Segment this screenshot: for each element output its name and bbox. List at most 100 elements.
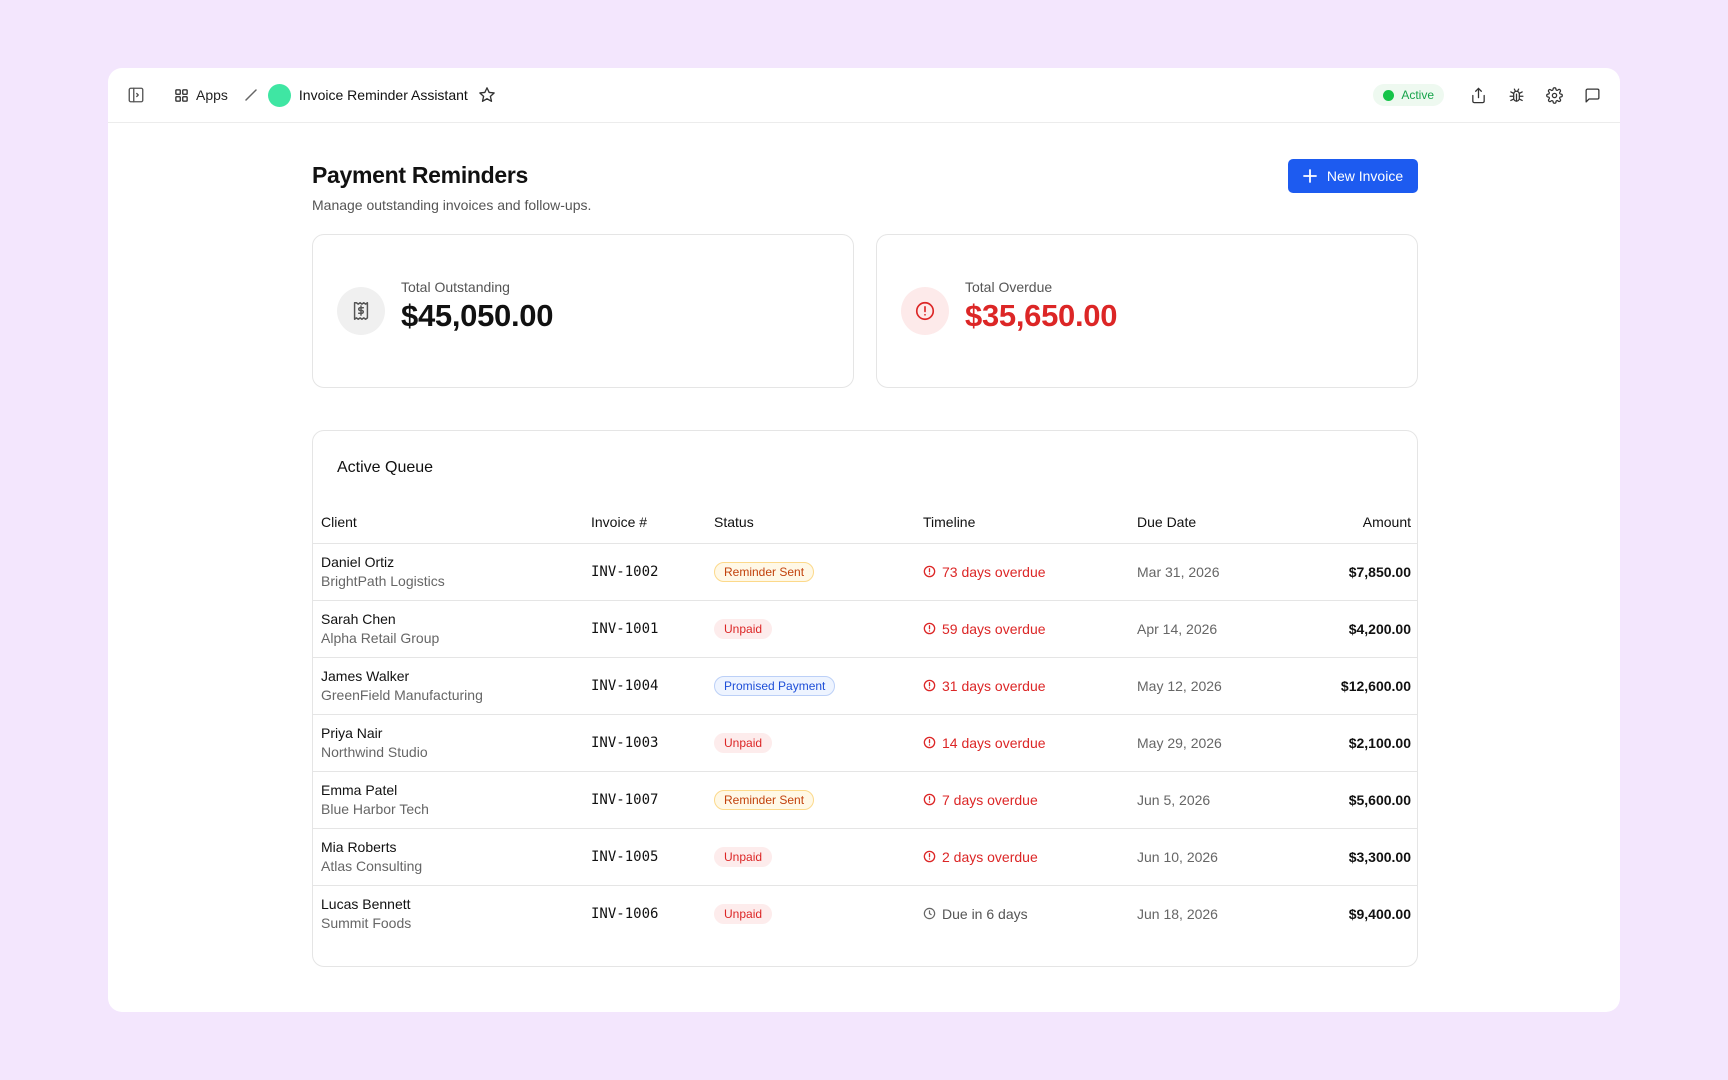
invoice-number: INV-1003	[591, 735, 659, 751]
due-date-cell: Apr 14, 2026	[1129, 600, 1289, 658]
alert-circle-icon	[923, 679, 936, 692]
client-cell: Lucas Bennett Summit Foods	[313, 885, 583, 942]
status-badge: Unpaid	[714, 903, 773, 924]
clock-icon	[923, 907, 936, 920]
table-row[interactable]: James Walker GreenField Manufacturing IN…	[313, 657, 1417, 715]
invoice-number: INV-1001	[591, 621, 659, 637]
amount-cell: $12,600.00	[1289, 657, 1417, 715]
table-header-row: Client Invoice # Status Timeline Due Dat…	[313, 501, 1417, 544]
status-cell: Promised Payment	[706, 657, 915, 715]
amount: $4,200.00	[1348, 620, 1411, 637]
client-name: Priya Nair	[321, 725, 383, 741]
invoice-number: INV-1005	[591, 849, 659, 865]
share-icon[interactable]	[1466, 83, 1490, 107]
invoice-number: INV-1004	[591, 678, 659, 694]
table-row[interactable]: Mia Roberts Atlas Consulting INV-1005 Un…	[313, 828, 1417, 886]
client-name: Lucas Bennett	[321, 896, 411, 913]
due-date-cell: Jun 10, 2026	[1129, 828, 1289, 886]
amount: $7,850.00	[1348, 563, 1411, 580]
due-date-cell: Jun 18, 2026	[1129, 885, 1289, 942]
due-date: Jun 5, 2026	[1137, 791, 1211, 808]
timeline-label: 73 days overdue	[942, 563, 1046, 580]
invoice-cell: INV-1003	[583, 714, 706, 772]
total-outstanding-label: Total Outstanding	[401, 278, 510, 295]
client-name: Daniel Ortiz	[321, 554, 395, 570]
dollar-receipt-icon	[337, 287, 385, 335]
total-overdue-value: $35,650.00	[965, 297, 1118, 333]
table-row[interactable]: Sarah Chen Alpha Retail Group INV-1001 U…	[313, 600, 1417, 658]
bug-icon[interactable]	[1504, 83, 1528, 107]
timeline-cell: 7 days overdue	[915, 771, 1129, 829]
column-header-timeline[interactable]: Timeline	[915, 501, 1129, 544]
due-date: Mar 31, 2026	[1137, 563, 1220, 580]
amount: $2,100.00	[1348, 734, 1411, 751]
column-header-amount[interactable]: Amount	[1289, 501, 1417, 544]
status-badge: Promised Payment	[714, 675, 836, 696]
alert-circle-icon	[901, 287, 949, 335]
due-date: Jun 10, 2026	[1137, 848, 1218, 865]
due-date-cell: Jun 5, 2026	[1129, 771, 1289, 829]
table-row[interactable]: Lucas Bennett Summit Foods INV-1006 Unpa…	[313, 885, 1417, 942]
client-cell: Mia Roberts Atlas Consulting	[313, 828, 583, 886]
timeline: 7 days overdue	[923, 792, 1121, 808]
timeline-label: 2 days overdue	[942, 848, 1038, 865]
chat-icon[interactable]	[1580, 83, 1604, 107]
status-badge: Reminder Sent	[714, 561, 815, 582]
invoice-number: INV-1006	[591, 906, 659, 923]
status-badge: Reminder Sent	[714, 789, 815, 810]
invoice-cell: INV-1001	[583, 600, 706, 658]
client-company: BrightPath Logistics	[321, 573, 445, 589]
client-cell: Daniel Ortiz BrightPath Logistics	[313, 543, 583, 601]
column-header-status[interactable]: Status	[706, 501, 915, 544]
timeline-cell: Due in 6 days	[915, 885, 1129, 942]
timeline: 59 days overdue	[923, 621, 1121, 637]
invoice-cell: INV-1005	[583, 828, 706, 886]
gear-icon[interactable]	[1542, 83, 1566, 107]
stats-row: Total Outstanding $45,050.00 Total Overd…	[312, 234, 1418, 388]
column-header-due-date[interactable]: Due Date	[1129, 501, 1289, 544]
timeline-cell: 31 days overdue	[915, 657, 1129, 715]
timeline-label: Due in 6 days	[942, 905, 1028, 922]
client-cell: Sarah Chen Alpha Retail Group	[313, 600, 583, 658]
sidebar-toggle-icon[interactable]	[124, 83, 148, 107]
column-header-invoice[interactable]: Invoice #	[583, 501, 706, 544]
client-company: Summit Foods	[321, 915, 412, 932]
table-row[interactable]: Daniel Ortiz BrightPath Logistics INV-10…	[313, 543, 1417, 601]
timeline: Due in 6 days	[923, 906, 1121, 922]
client-name: Sarah Chen	[321, 611, 396, 627]
timeline-label: 14 days overdue	[942, 734, 1046, 751]
client-company: Alpha Retail Group	[321, 630, 440, 646]
amount: $5,600.00	[1348, 791, 1411, 808]
new-invoice-button[interactable]: New Invoice	[1288, 159, 1418, 193]
plus-icon	[1302, 169, 1317, 183]
table-row[interactable]: Priya Nair Northwind Studio INV-1003 Unp…	[313, 714, 1417, 772]
timeline: 31 days overdue	[923, 678, 1121, 694]
client-name: Emma Patel	[321, 782, 398, 798]
alert-circle-icon	[923, 565, 936, 578]
amount-cell: $7,850.00	[1289, 543, 1417, 601]
amount: $9,400.00	[1348, 905, 1411, 922]
alert-circle-icon	[923, 793, 936, 806]
amount-cell: $5,600.00	[1289, 771, 1417, 829]
apps-link[interactable]: Apps	[174, 87, 228, 103]
due-date-cell: May 29, 2026	[1129, 714, 1289, 772]
client-company: Northwind Studio	[321, 744, 428, 760]
status-badge: Active	[1373, 84, 1444, 106]
table-row[interactable]: Emma Patel Blue Harbor Tech INV-1007 Rem…	[313, 771, 1417, 829]
timeline-cell: 2 days overdue	[915, 828, 1129, 886]
client-name: James Walker	[321, 668, 410, 684]
column-header-client[interactable]: Client	[313, 501, 583, 544]
invoice-table: Client Invoice # Status Timeline Due Dat…	[313, 501, 1417, 942]
top-bar: Apps Invoice Reminder Assistant Active	[108, 68, 1620, 123]
star-icon[interactable]	[478, 86, 496, 104]
invoice-cell: INV-1006	[583, 885, 706, 942]
total-overdue-label: Total Overdue	[965, 278, 1053, 295]
timeline-cell: 73 days overdue	[915, 543, 1129, 601]
timeline-label: 7 days overdue	[942, 791, 1038, 808]
invoice-number: INV-1007	[591, 792, 659, 808]
status-cell: Reminder Sent	[706, 543, 915, 601]
alert-circle-icon	[923, 850, 936, 863]
status-badge: Unpaid	[714, 618, 773, 639]
amount-cell: $2,100.00	[1289, 714, 1417, 772]
app-name: Invoice Reminder Assistant	[298, 87, 468, 103]
